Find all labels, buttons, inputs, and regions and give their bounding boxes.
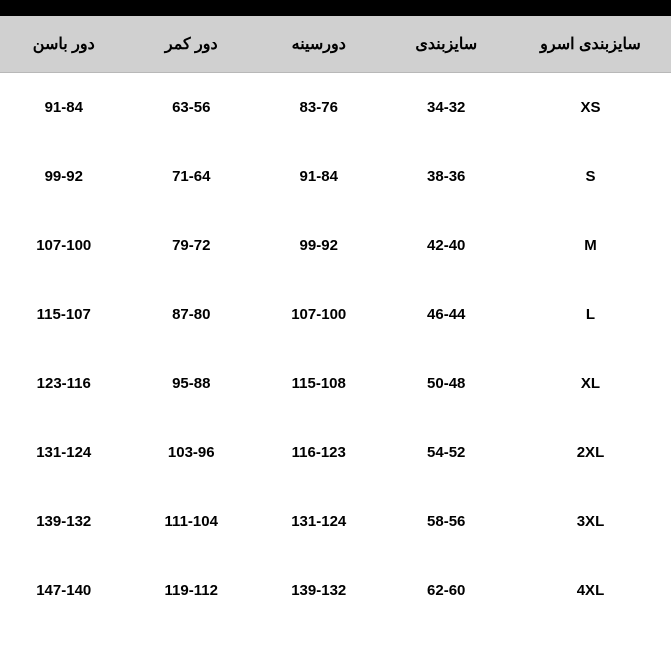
- cell-waist: 103-96: [128, 418, 255, 487]
- cell-waist: 79-72: [128, 211, 255, 280]
- cell-chest: 83-76: [255, 73, 382, 143]
- table-row: 4XL 62-60 139-132 119-112 147-140: [0, 556, 671, 625]
- cell-hip: 147-140: [0, 556, 128, 625]
- table-row: M 42-40 99-92 79-72 107-100: [0, 211, 671, 280]
- cell-brand-size: XL: [510, 349, 671, 418]
- table-row: L 46-44 107-100 87-80 115-107: [0, 280, 671, 349]
- cell-brand-size: 3XL: [510, 487, 671, 556]
- cell-brand-size: M: [510, 211, 671, 280]
- table-row: XL 50-48 115-108 95-88 123-116: [0, 349, 671, 418]
- size-table: سایزبندی اسرو سایزبندی دورسینه دور کمر د…: [0, 16, 671, 625]
- cell-sizing: 34-32: [382, 73, 509, 143]
- table-row: S 38-36 91-84 71-64 99-92: [0, 142, 671, 211]
- cell-waist: 95-88: [128, 349, 255, 418]
- cell-sizing: 46-44: [382, 280, 509, 349]
- cell-brand-size: 4XL: [510, 556, 671, 625]
- cell-hip: 139-132: [0, 487, 128, 556]
- table-body: XS 34-32 83-76 63-56 91-84 S 38-36 91-84…: [0, 73, 671, 626]
- cell-chest: 131-124: [255, 487, 382, 556]
- cell-chest: 116-123: [255, 418, 382, 487]
- header-hip: دور باسن: [0, 16, 128, 73]
- cell-hip: 99-92: [0, 142, 128, 211]
- cell-hip: 115-107: [0, 280, 128, 349]
- cell-sizing: 38-36: [382, 142, 509, 211]
- cell-chest: 99-92: [255, 211, 382, 280]
- cell-sizing: 42-40: [382, 211, 509, 280]
- cell-waist: 63-56: [128, 73, 255, 143]
- cell-waist: 71-64: [128, 142, 255, 211]
- cell-waist: 111-104: [128, 487, 255, 556]
- table-row: 3XL 58-56 131-124 111-104 139-132: [0, 487, 671, 556]
- cell-brand-size: 2XL: [510, 418, 671, 487]
- header-brand-size: سایزبندی اسرو: [510, 16, 671, 73]
- cell-chest: 107-100: [255, 280, 382, 349]
- header-sizing: سایزبندی: [382, 16, 509, 73]
- cell-brand-size: XS: [510, 73, 671, 143]
- header-row: سایزبندی اسرو سایزبندی دورسینه دور کمر د…: [0, 16, 671, 73]
- cell-waist: 119-112: [128, 556, 255, 625]
- cell-sizing: 50-48: [382, 349, 509, 418]
- cell-hip: 91-84: [0, 73, 128, 143]
- table-row: 2XL 54-52 116-123 103-96 131-124: [0, 418, 671, 487]
- cell-sizing: 58-56: [382, 487, 509, 556]
- table-row: XS 34-32 83-76 63-56 91-84: [0, 73, 671, 143]
- header-waist: دور کمر: [128, 16, 255, 73]
- cell-brand-size: S: [510, 142, 671, 211]
- cell-chest: 139-132: [255, 556, 382, 625]
- cell-waist: 87-80: [128, 280, 255, 349]
- cell-hip: 131-124: [0, 418, 128, 487]
- cell-chest: 115-108: [255, 349, 382, 418]
- size-chart: سایزبندی اسرو سایزبندی دورسینه دور کمر د…: [0, 0, 671, 625]
- cell-sizing: 62-60: [382, 556, 509, 625]
- top-black-bar: [0, 0, 671, 16]
- cell-hip: 107-100: [0, 211, 128, 280]
- cell-sizing: 54-52: [382, 418, 509, 487]
- header-chest: دورسینه: [255, 16, 382, 73]
- cell-brand-size: L: [510, 280, 671, 349]
- cell-chest: 91-84: [255, 142, 382, 211]
- cell-hip: 123-116: [0, 349, 128, 418]
